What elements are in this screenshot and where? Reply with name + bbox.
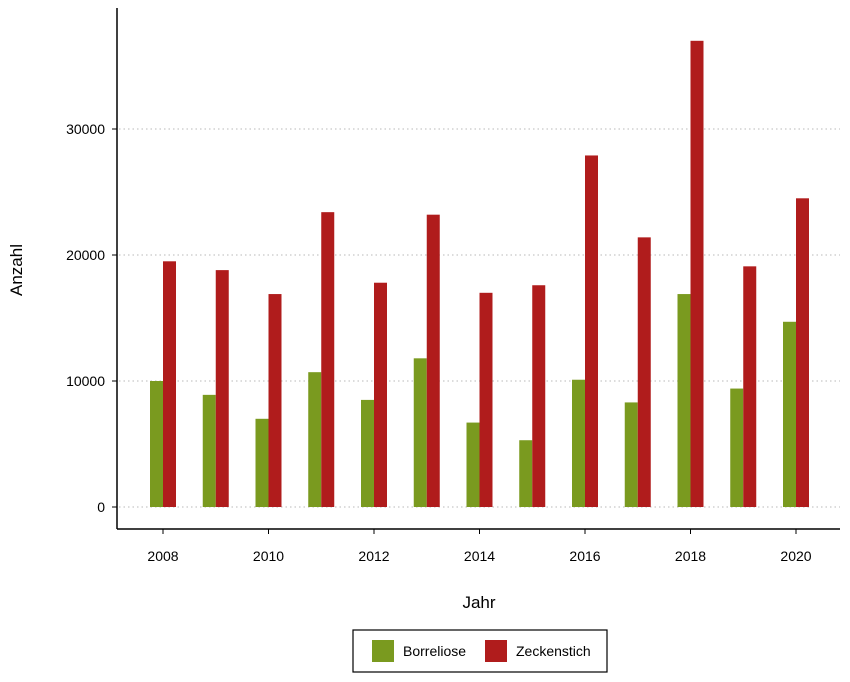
y-tick-label-0: 0 [97, 499, 105, 515]
y-tick-label-30000: 30000 [66, 121, 105, 137]
x-tick-label-2008: 2008 [147, 548, 178, 564]
bar-borreliose-2020 [783, 321, 796, 507]
x-tick-label-2018: 2018 [675, 548, 706, 564]
legend-label-zeckenstich: Zeckenstich [516, 643, 591, 659]
bar-borreliose-2011 [308, 372, 322, 507]
bar-borreliose-2013 [413, 358, 427, 507]
bar-borreliose-2014 [466, 422, 480, 507]
bar-zeckenstich-2010 [268, 294, 282, 507]
y-axis-title: Anzahl [7, 244, 26, 296]
bar-borreliose-2019 [730, 388, 744, 507]
bar-borreliose-2009 [202, 394, 216, 507]
bar-zeckenstich-2008 [163, 261, 176, 507]
bar-zeckenstich-2013 [426, 214, 440, 507]
bar-zeckenstich-2012 [374, 282, 387, 507]
bar-borreliose-2018 [677, 294, 691, 507]
legend: Borreliose Zeckenstich [352, 629, 608, 673]
legend-box [352, 629, 608, 673]
bar-borreliose-2012 [361, 399, 374, 507]
x-tick-label-2020: 2020 [780, 548, 811, 564]
legend-label-borreliose: Borreliose [403, 643, 466, 659]
bar-zeckenstich-2016 [585, 155, 598, 507]
bar-zeckenstich-2011 [321, 212, 335, 507]
bar-borreliose-2015 [519, 440, 533, 507]
bar-borreliose-2016 [572, 379, 585, 507]
bar-borreliose-2010 [255, 418, 269, 507]
x-tick-label-2012: 2012 [358, 548, 389, 564]
legend-swatch-borreliose [372, 640, 394, 662]
bar-zeckenstich-2014 [479, 292, 493, 507]
y-tick-label-10000: 10000 [66, 373, 105, 389]
y-axis-ticks: 0 10000 20000 30000 [66, 121, 117, 515]
bar-zeckenstich-2018 [690, 40, 704, 508]
y-tick-label-20000: 20000 [66, 247, 105, 263]
bar-zeckenstich-2020 [796, 198, 809, 508]
bar-borreliose-2008 [150, 381, 163, 507]
bars [150, 40, 809, 508]
x-axis-title: Jahr [462, 593, 495, 612]
x-tick-label-2014: 2014 [464, 548, 495, 564]
legend-swatch-zeckenstich [485, 640, 507, 662]
x-tick-label-2010: 2010 [253, 548, 284, 564]
x-axis-ticks: 2008 2010 2012 2014 2016 2018 2020 [147, 529, 812, 564]
bar-zeckenstich-2015 [532, 285, 546, 507]
bar-zeckenstich-2009 [215, 270, 229, 507]
axes [116, 8, 840, 530]
bar-zeckenstich-2017 [637, 237, 651, 508]
bar-zeckenstich-2019 [743, 266, 757, 507]
bar-borreliose-2017 [624, 402, 638, 507]
x-tick-label-2016: 2016 [569, 548, 600, 564]
